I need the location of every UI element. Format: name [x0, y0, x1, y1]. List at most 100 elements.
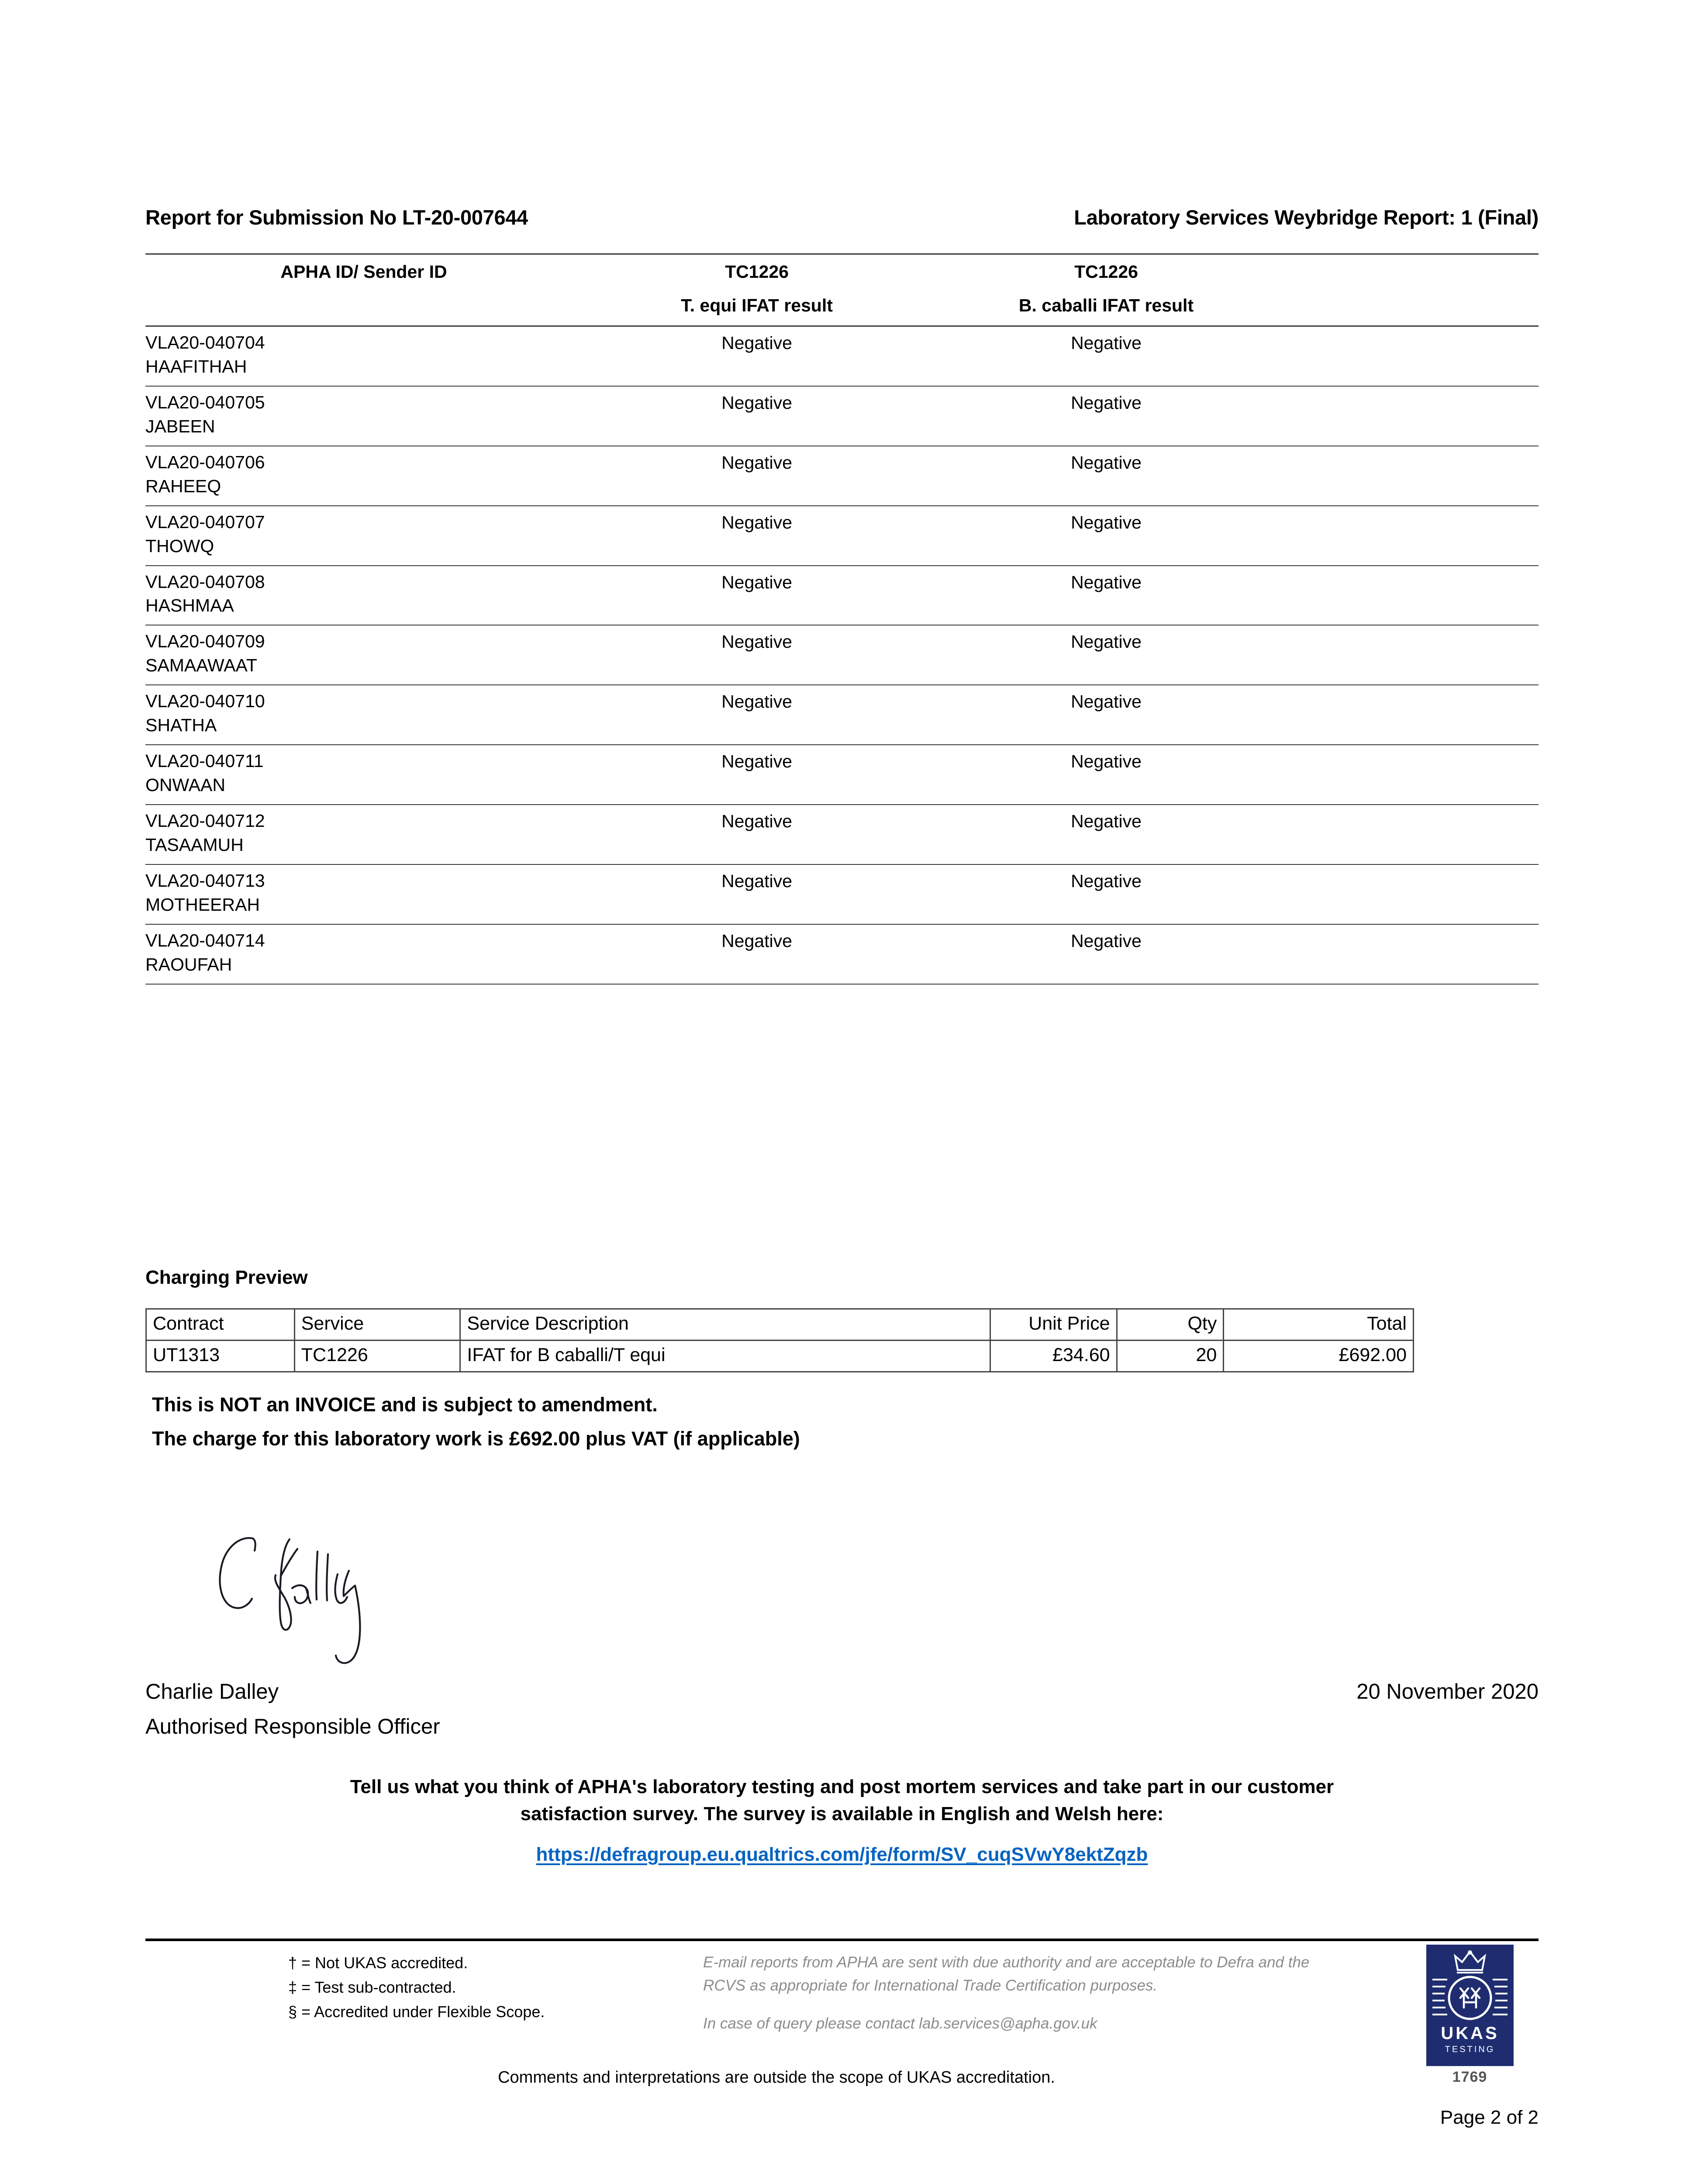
accreditation-legend-item: § = Accredited under Flexible Scope. — [288, 2002, 545, 2021]
table-row: VLA20-040709 SAMAAWAAT Negative Negative — [145, 625, 1539, 686]
page-number: Page 2 of 2 — [1440, 2107, 1539, 2128]
results-header-row: APHA ID/ Sender ID x TC1226 T. equi IFAT… — [145, 253, 1539, 327]
col-header-t-equi-subtitle: T. equi IFAT result — [681, 295, 833, 315]
cell-spacer — [1281, 505, 1539, 566]
ukas-logo-icon: UKAS TESTING — [1426, 1945, 1514, 2066]
sender-id-value: RAHEEQ — [145, 476, 221, 496]
cell-t-equi-result: Negative — [582, 505, 931, 566]
col-header-b-caballi-subtitle: B. caballi IFAT result — [1018, 295, 1194, 315]
cell-t-equi-result: Negative — [582, 625, 931, 686]
cell-spacer — [1281, 565, 1539, 626]
cell-t-equi-result: Negative — [582, 864, 931, 925]
table-row: VLA20-040708 HASHMAA Negative Negative — [145, 565, 1539, 626]
apha-id-value: VLA20-040708 — [145, 571, 265, 592]
col-header-b-caballi: TC1226 B. caballi IFAT result — [931, 253, 1281, 327]
cell-t-equi-result: Negative — [582, 805, 931, 865]
charge-col-description: Service Description — [459, 1308, 991, 1341]
apha-id-value: VLA20-040711 — [145, 751, 264, 771]
cell-contract: UT1313 — [145, 1340, 295, 1372]
col-header-b-caballi-code: TC1226 — [1074, 262, 1138, 282]
sender-id-value: ONWAAN — [145, 775, 225, 795]
signature-image — [199, 1524, 386, 1677]
ukas-accreditation-mark: UKAS TESTING 1769 — [1421, 1945, 1519, 2086]
cell-apha-id: VLA20-040712 TASAAMUH — [145, 805, 582, 865]
col-header-t-equi-code: TC1226 — [725, 262, 789, 282]
sender-id-value: MOTHEERAH — [145, 894, 260, 915]
cell-apha-id: VLA20-040711 ONWAAN — [145, 745, 582, 805]
results-table: APHA ID/ Sender ID x TC1226 T. equi IFAT… — [145, 253, 1539, 985]
col-header-apha-id: APHA ID/ Sender ID x — [145, 253, 582, 327]
cell-b-caballi-result: Negative — [931, 505, 1281, 566]
charging-preview-title: Charging Preview — [145, 1267, 308, 1288]
cell-b-caballi-result: Negative — [931, 565, 1281, 626]
footer-divider — [145, 1939, 1539, 1941]
cell-spacer — [1281, 864, 1539, 925]
cell-total: £692.00 — [1223, 1340, 1414, 1372]
cell-b-caballi-result: Negative — [931, 326, 1281, 387]
apha-id-value: VLA20-040712 — [145, 811, 265, 831]
cell-spacer — [1281, 446, 1539, 506]
charging-row: UT1313 TC1226 IFAT for B caballi/T equi £34… — [145, 1340, 1414, 1372]
sender-id-value: TASAAMUH — [145, 834, 244, 855]
survey-line-1: Tell us what you think of APHA's laborat… — [350, 1776, 1334, 1797]
cell-apha-id: VLA20-040705 JABEEN — [145, 386, 582, 446]
cell-b-caballi-result: Negative — [931, 805, 1281, 865]
ukas-wordmark: UKAS — [1441, 2024, 1499, 2043]
sender-id-value: HAAFITHAH — [145, 356, 247, 377]
table-row: VLA20-040704 HAAFITHAH Negative Negative — [145, 326, 1539, 387]
apha-id-value: VLA20-040714 — [145, 930, 265, 950]
apha-id-value: VLA20-040710 — [145, 691, 265, 712]
survey-url-link[interactable]: https://defragroup.eu.qualtrics.com/jfe/… — [536, 1843, 1148, 1865]
report-header: Report for Submission No LT-20-007644 La… — [145, 205, 1539, 229]
email-disclaimer-paragraph-2: In case of query please contact lab.serv… — [703, 2015, 1097, 2032]
cell-apha-id: VLA20-040704 HAAFITHAH — [145, 326, 582, 387]
sender-id-value: RAOUFAH — [145, 954, 232, 975]
cell-b-caballi-result: Negative — [931, 625, 1281, 686]
apha-id-value: VLA20-040705 — [145, 392, 265, 412]
sender-id-value: JABEEN — [145, 416, 215, 436]
charge-amount-note: The charge for this laboratory work is £… — [152, 1427, 800, 1450]
cell-t-equi-result: Negative — [582, 685, 931, 746]
sender-id-value: SAMAAWAAT — [145, 655, 257, 676]
ukas-testing-label: TESTING — [1445, 2045, 1495, 2054]
cell-spacer — [1281, 805, 1539, 865]
cell-b-caballi-result: Negative — [931, 745, 1281, 805]
not-invoice-note: This is NOT an INVOICE and is subject to… — [152, 1393, 658, 1416]
charge-col-unit-price: Unit Price — [989, 1308, 1118, 1341]
cell-b-caballi-result: Negative — [931, 685, 1281, 746]
cell-t-equi-result: Negative — [582, 745, 931, 805]
charging-table-head: Contract Service Service Description Uni… — [145, 1308, 1414, 1341]
cell-apha-id: VLA20-040706 RAHEEQ — [145, 446, 582, 506]
cell-b-caballi-result: Negative — [931, 924, 1281, 985]
sender-id-value: SHATHA — [145, 715, 217, 736]
table-row: VLA20-040707 THOWQ Negative Negative — [145, 505, 1539, 566]
cell-b-caballi-result: Negative — [931, 446, 1281, 506]
col-header-t-equi: TC1226 T. equi IFAT result — [582, 253, 931, 327]
table-row: VLA20-040714 RAOUFAH Negative Negative — [145, 924, 1539, 985]
cell-apha-id: VLA20-040709 SAMAAWAAT — [145, 625, 582, 686]
cell-b-caballi-result: Negative — [931, 386, 1281, 446]
table-row: VLA20-040713 MOTHEERAH Negative Negative — [145, 864, 1539, 925]
charge-col-total: Total — [1223, 1308, 1414, 1341]
cell-b-caballi-result: Negative — [931, 864, 1281, 925]
table-row: VLA20-040705 JABEEN Negative Negative — [145, 386, 1539, 446]
charging-header-row: Contract Service Service Description Uni… — [145, 1308, 1414, 1341]
cell-unit-price: £34.60 — [989, 1340, 1118, 1372]
cell-qty: 20 — [1116, 1340, 1225, 1372]
charging-preview-table: Contract Service Service Description Uni… — [145, 1308, 1414, 1372]
cell-t-equi-result: Negative — [582, 446, 931, 506]
cell-service: TC1226 — [293, 1340, 461, 1372]
email-disclaimer-paragraph-1: E-mail reports from APHA are sent with d… — [703, 1954, 1310, 1994]
table-row: VLA20-040710 SHATHA Negative Negative — [145, 685, 1539, 746]
cell-t-equi-result: Negative — [582, 326, 931, 387]
cell-apha-id: VLA20-040710 SHATHA — [145, 685, 582, 746]
cell-spacer — [1281, 745, 1539, 805]
table-row: VLA20-040712 TASAAMUH Negative Negative — [145, 805, 1539, 865]
accreditation-legend-item: † = Not UKAS accredited. — [288, 1954, 468, 1972]
table-row: VLA20-040706 RAHEEQ Negative Negative — [145, 446, 1539, 506]
ukas-comments-note: Comments and interpretations are outside… — [498, 2068, 1055, 2087]
cell-spacer — [1281, 625, 1539, 686]
cell-apha-id: VLA20-040714 RAOUFAH — [145, 924, 582, 985]
charge-col-contract: Contract — [145, 1308, 295, 1341]
signatory-role: Authorised Responsible Officer — [145, 1715, 440, 1738]
